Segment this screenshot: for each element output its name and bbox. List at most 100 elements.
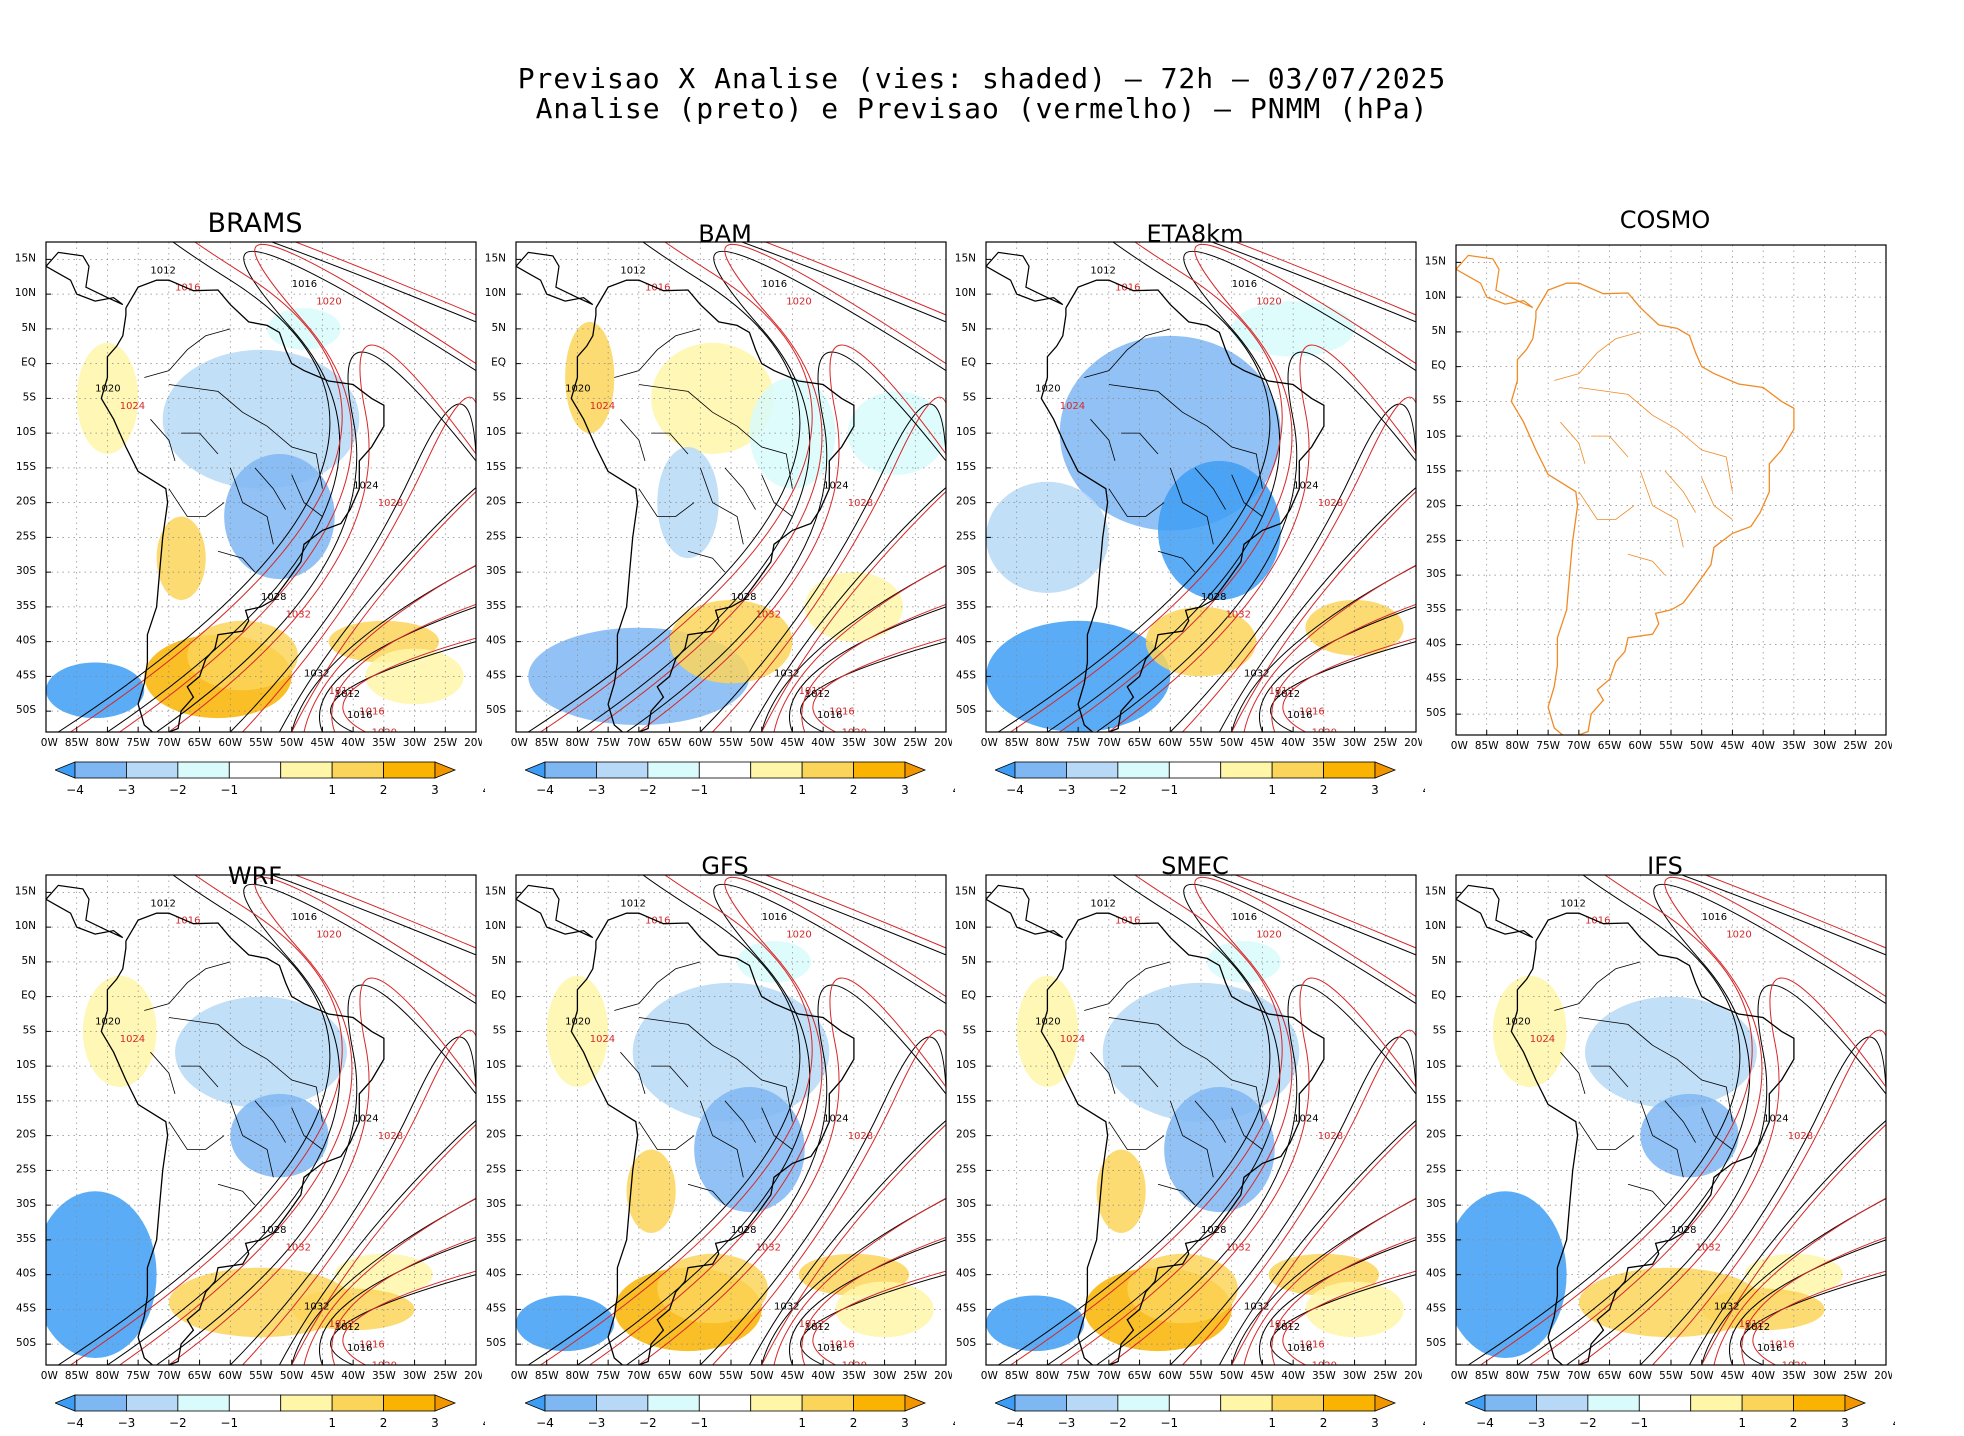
isobar-label-analysis: 1016: [1287, 710, 1312, 721]
colorbar-label: 4: [1423, 1416, 1425, 1430]
colorbar-label: −2: [169, 1416, 187, 1430]
panel-title: WRF: [227, 862, 283, 890]
isobar-label-analysis: 1016: [1287, 1343, 1312, 1354]
colorbar-label: −4: [1476, 1416, 1494, 1430]
colorbar-label: −4: [66, 783, 84, 797]
isobar-label-analysis: 1028: [1671, 1225, 1696, 1236]
lon-tick-label: 20W: [934, 1370, 952, 1382]
lat-tick-label: 50S: [16, 704, 36, 716]
lat-tick-label: 5N: [21, 955, 36, 967]
bias-area: [565, 321, 615, 434]
lon-tick-label: 85W: [535, 737, 559, 749]
lon-tick-label: 55W: [249, 1370, 273, 1382]
lat-tick-label: 15N: [15, 885, 36, 897]
isobar-label-forecast: 1024: [590, 1034, 615, 1045]
panel-title: BAM: [698, 220, 752, 248]
lat-tick-label: 5N: [961, 955, 976, 967]
isobar-label-forecast: 1028: [1318, 498, 1343, 509]
colorbar-label: 2: [850, 783, 858, 797]
lon-tick-label: 90W: [510, 737, 528, 749]
isobar-label-forecast: 1032: [1226, 1242, 1251, 1253]
lon-tick-label: 75W: [1536, 740, 1560, 752]
lon-tick-label: 65W: [1128, 737, 1152, 749]
lat-tick-label: 15S: [956, 1094, 976, 1106]
isobar-label-analysis: 1024: [1293, 1114, 1318, 1125]
colorbar-label: −3: [1058, 1416, 1076, 1430]
isobar-label-analysis: 1012: [620, 265, 645, 276]
lat-tick-label: 20S: [486, 496, 506, 508]
lat-tick-label: 35S: [16, 1233, 36, 1245]
lon-tick-label: 35W: [1782, 740, 1806, 752]
bias-area: [267, 308, 341, 350]
lat-tick-label: 5S: [493, 391, 507, 403]
lon-tick-label: 20W: [1874, 740, 1892, 752]
lon-tick-label: 70W: [1567, 740, 1591, 752]
isobar-label-analysis: 1032: [774, 668, 799, 679]
colorbar-label: 1: [1738, 1416, 1746, 1430]
lon-tick-label: 75W: [126, 737, 150, 749]
lat-tick-label: EQ: [21, 990, 36, 1002]
lon-tick-label: 65W: [658, 737, 682, 749]
isobar-label-analysis: 1012: [335, 1322, 360, 1333]
isobar-label-analysis: 1024: [353, 481, 378, 492]
lat-tick-label: 50S: [16, 1337, 36, 1349]
coastline: [1040, 912, 1325, 1365]
colorbar-label: −3: [118, 1416, 136, 1430]
lat-tick-label: 10N: [485, 920, 506, 932]
colorbar-label: 3: [1371, 783, 1379, 797]
lon-tick-label: 30W: [873, 737, 897, 749]
lat-tick-label: 5S: [23, 1024, 37, 1036]
lat-tick-label: 10S: [956, 1059, 976, 1071]
colorbar-label: 3: [901, 1416, 909, 1430]
lon-tick-label: 20W: [1404, 737, 1422, 749]
colorbar-label: 3: [431, 1416, 439, 1430]
bias-area: [626, 1149, 676, 1233]
colorbar-label: −4: [1006, 1416, 1024, 1430]
panel-wrf: 1012 1016 1016 1020 1020 1024 1024 1028 1028 1032…: [15, 873, 485, 1430]
lat-tick-label: 50S: [956, 1337, 976, 1349]
lat-tick-label: 35S: [486, 1233, 506, 1245]
lat-tick-label: 50S: [956, 704, 976, 716]
lon-tick-label: 85W: [1005, 1370, 1029, 1382]
isobar-label-forecast: 1020: [316, 297, 341, 308]
panel-brams: 1012 1016 1016 1020 1020 1024 1024 1028 1028 1032…: [15, 240, 485, 797]
bias-area: [1127, 1253, 1238, 1324]
bias-area: [1164, 1086, 1275, 1213]
lon-tick-label: 80W: [566, 1370, 590, 1382]
bias-area: [694, 1086, 805, 1213]
isobar-label-forecast: 1016: [1299, 1340, 1324, 1351]
lat-tick-label: 5S: [963, 391, 977, 403]
lon-tick-label: 60W: [1158, 737, 1182, 749]
lon-tick-label: 85W: [535, 1370, 559, 1382]
panel-smec: 1012 1016 1016 1020 1020 1024 1024 1028 1028 1032…: [955, 873, 1425, 1430]
colorbar-label: −3: [1058, 783, 1076, 797]
isobar-label-analysis: 1032: [1244, 668, 1269, 679]
lat-tick-label: 30S: [16, 565, 36, 577]
isobar-label-analysis: 1012: [1560, 898, 1585, 909]
lat-tick-label: 50S: [1426, 707, 1446, 719]
lon-tick-label: 40W: [1281, 737, 1305, 749]
lat-tick-label: 35S: [16, 600, 36, 612]
lon-tick-label: 75W: [126, 1370, 150, 1382]
lon-tick-label: 50W: [280, 1370, 304, 1382]
lat-tick-label: 25S: [486, 1163, 506, 1175]
lat-tick-label: 5N: [961, 322, 976, 334]
lon-tick-label: 80W: [566, 737, 590, 749]
lon-tick-label: 70W: [1567, 1370, 1591, 1382]
colorbar-label: 2: [850, 1416, 858, 1430]
isobar-label-analysis: 1028: [731, 1225, 756, 1236]
lon-tick-label: 60W: [218, 737, 242, 749]
bias-area: [82, 975, 157, 1087]
lon-tick-label: 80W: [1036, 1370, 1060, 1382]
isobar-label-analysis: 1028: [261, 1225, 286, 1236]
panel-cosmo: 90W 85W 80W 75W 70W 65W 60W 55W 50W 45W 40W 35W 30W 2…: [1425, 243, 1892, 793]
lon-tick-label: 80W: [1036, 737, 1060, 749]
lon-tick-label: 25W: [433, 737, 457, 749]
coastline: [1510, 282, 1795, 735]
panel-title: ETA8km: [1146, 220, 1244, 248]
colorbar-label: −1: [220, 783, 238, 797]
lat-tick-label: 5S: [963, 1024, 977, 1036]
colorbar-label: −2: [1109, 783, 1127, 797]
isobar-label-forecast: 1032: [286, 609, 311, 620]
